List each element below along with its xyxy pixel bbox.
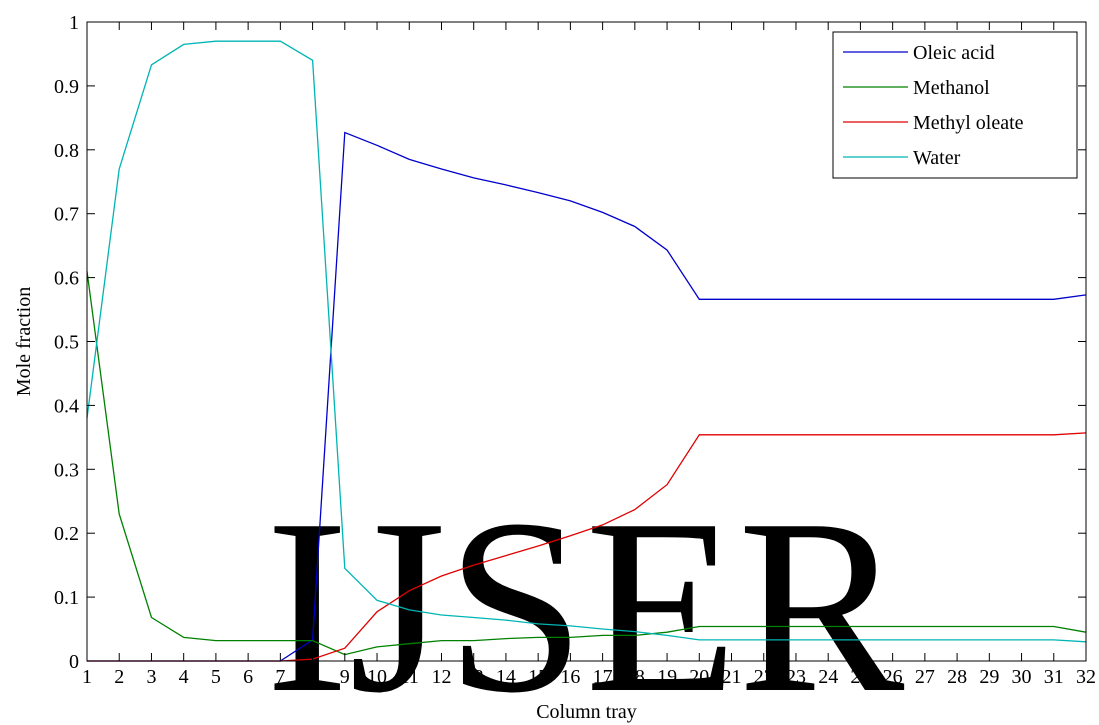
y-tick-label: 0.9 (54, 76, 79, 98)
y-tick-label: 0.3 (54, 459, 79, 481)
x-tick-labels: 1 2 3 4 5 6 7 8 9 10 11 12 13 14 15 16 17 18 19 20 21 22 23 24 2… (82, 666, 1096, 688)
x-tick-label: 18 (625, 666, 645, 688)
y-tick-label: 0.4 (54, 395, 79, 417)
y-tick-label: 0.7 (54, 204, 79, 226)
y-tick-label: 0.6 (54, 268, 79, 290)
x-tick-label: 8 (308, 666, 318, 688)
legend-label-1: Methanol (913, 77, 990, 99)
x-tick-label: 2 (114, 666, 124, 688)
x-tick-label: 14 (496, 666, 516, 688)
y-tick-label: 0.1 (54, 587, 79, 609)
x-tick-label: 19 (657, 666, 677, 688)
x-tick-label: 9 (340, 666, 350, 688)
x-tick-label: 26 (883, 666, 903, 688)
legend-box (832, 31, 1078, 179)
legend-label-3: Water (913, 147, 961, 169)
x-tick-label: 15 (528, 666, 548, 688)
x-tick-label: 27 (915, 666, 935, 688)
y-tick-label: 0.5 (54, 332, 79, 354)
x-tick-label: 30 (1012, 666, 1032, 688)
x-tick-label: 28 (947, 666, 967, 688)
axis-ticks (86, 21, 1087, 662)
y-tick-label: 0.2 (54, 523, 79, 545)
x-tick-label: 32 (1076, 666, 1096, 688)
x-tick-label: 11 (400, 666, 419, 688)
x-tick-label: 17 (593, 666, 613, 688)
x-tick-label: 3 (146, 666, 156, 688)
legend: Oleic acid Methanol Methyl oleate Water (832, 31, 1078, 179)
y-tick-label: 0 (69, 651, 79, 673)
x-tick-label: 16 (560, 666, 580, 688)
legend-label-2: Methyl oleate (913, 112, 1024, 134)
x-axis-label: Column tray (536, 701, 637, 723)
series-line-3 (86, 40, 1087, 643)
x-tick-label: 23 (786, 666, 806, 688)
x-tick-label: 1 (82, 666, 92, 688)
y-tick-labels: 0 0.1 0.2 0.3 0.4 0.5 0.6 0.7 0.8 0.9 1 (54, 12, 79, 673)
x-tick-label: 13 (464, 666, 484, 688)
y-axis-label: Mole fraction (13, 287, 35, 396)
x-tick-label: 24 (818, 666, 838, 688)
x-tick-label: 21 (722, 666, 742, 688)
x-tick-label: 4 (179, 666, 189, 688)
x-tick-label: 7 (275, 666, 285, 688)
legend-label-0: Oleic acid (913, 42, 995, 64)
x-tick-label: 31 (1044, 666, 1064, 688)
x-tick-label: 5 (211, 666, 221, 688)
x-tick-label: 12 (431, 666, 451, 688)
x-tick-label: 20 (689, 666, 709, 688)
y-tick-label: 0.8 (54, 140, 79, 162)
x-tick-label: 29 (979, 666, 999, 688)
x-tick-label: 6 (243, 666, 253, 688)
x-tick-label: 10 (367, 666, 387, 688)
series-line-1 (86, 271, 1087, 656)
x-tick-label: 25 (850, 666, 870, 688)
y-tick-label: 1 (69, 12, 79, 34)
watermark-text: IJSER (265, 468, 904, 725)
x-tick-label: 22 (754, 666, 774, 688)
